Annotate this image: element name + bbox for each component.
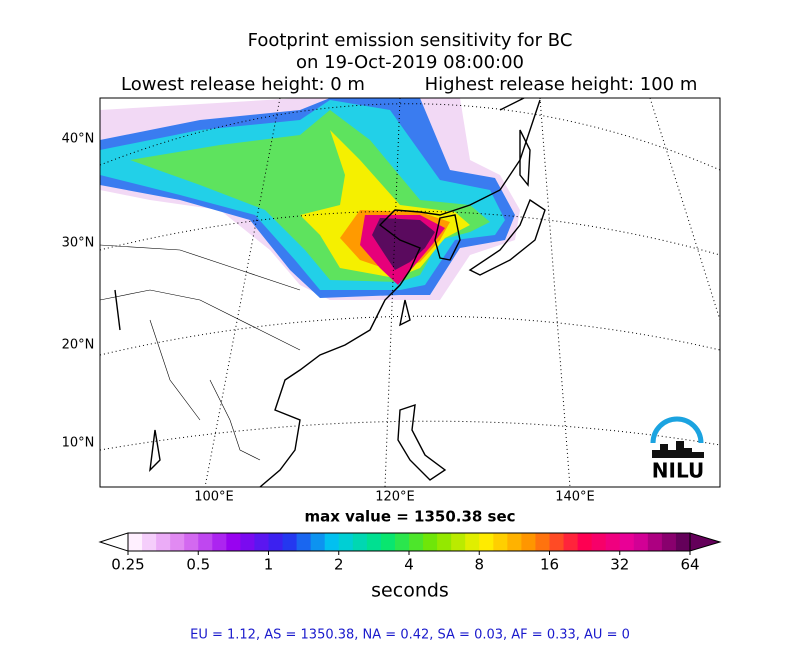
map — [100, 98, 720, 487]
colorbar-swatch — [352, 533, 368, 551]
lon-label: 120°E — [375, 490, 415, 505]
colorbar-swatch — [647, 533, 663, 551]
colorbar-swatch — [521, 533, 536, 551]
colorbar-swatch — [268, 533, 284, 551]
colorbar-swatch — [310, 533, 326, 551]
colorbar-swatch — [633, 533, 649, 551]
colorbar-swatch — [282, 533, 298, 551]
colorbar: 0.25 0.5 1 2 4 8 16 32 64 — [98, 532, 722, 574]
lat-label: 30°N — [62, 236, 95, 251]
colorbar-tick-label: 0.5 — [186, 556, 210, 574]
colorbar-swatch — [324, 533, 340, 551]
colorbar-swatch — [156, 533, 171, 551]
colorbar-tick-label: 32 — [610, 556, 629, 574]
title-line: Highest release height: 100 m — [425, 74, 698, 95]
colorbar-arrow — [689, 532, 722, 552]
colorbar-swatch — [338, 533, 354, 551]
colorbar-swatch — [380, 533, 396, 551]
colorbar-swatch — [198, 533, 213, 551]
colorbar-swatch — [451, 533, 466, 551]
colorbar-tick-label: 64 — [680, 556, 699, 574]
colorbar-tick-label: 16 — [540, 556, 559, 574]
colorbar-swatch — [184, 533, 199, 551]
colorbar-swatch — [577, 533, 593, 551]
colorbar-swatch — [394, 533, 410, 551]
colorbar-swatch — [128, 533, 143, 551]
colorbar-tick-label: 1 — [264, 556, 274, 574]
colorbar-swatch — [366, 533, 382, 551]
lat-label: 10°N — [62, 436, 95, 451]
map-frame — [99, 97, 721, 488]
lon-label: 100°E — [194, 490, 234, 505]
colorbar-arrow — [98, 532, 129, 552]
colorbar-swatch — [240, 533, 255, 551]
colorbar-swatch — [465, 533, 480, 551]
colorbar-swatch — [661, 533, 677, 551]
title-line: Footprint emission sensitivity for BC — [248, 30, 573, 51]
footer: EU = 1.12, AS = 1350.38, NA = 0.42, SA =… — [190, 628, 630, 643]
colorbar-swatch — [423, 533, 438, 551]
colorbar-swatch — [563, 533, 579, 551]
colorbar-swatch — [437, 533, 452, 551]
colorbar-swatch — [479, 533, 494, 551]
colorbar-swatch — [296, 533, 312, 551]
colorbar-tick-label: 2 — [334, 556, 344, 574]
colorbar-swatch — [212, 533, 227, 551]
colorbar-swatch — [535, 533, 550, 551]
colorbar-swatch — [507, 533, 522, 551]
title-line: Lowest release height: 0 m — [121, 74, 365, 95]
colorbar-tick-label: 8 — [474, 556, 484, 574]
colorbar-swatch — [493, 533, 508, 551]
logo-text: NILU — [652, 459, 704, 483]
colorbar-swatch — [254, 533, 269, 551]
colorbar-swatch — [591, 533, 607, 551]
colorbar-swatch — [619, 533, 635, 551]
colorbar-tick-label: 0.25 — [111, 556, 144, 574]
lat-label: 20°N — [62, 338, 95, 353]
colorbar-swatch — [142, 533, 157, 551]
colorbar-swatch — [549, 533, 565, 551]
colorbar-swatch — [605, 533, 621, 551]
colorbar-label: seconds — [371, 580, 449, 602]
title-line: on 19-Oct-2019 08:00:00 — [296, 52, 524, 73]
lon-label: 140°E — [555, 490, 595, 505]
max-value: max value = 1350.38 sec — [304, 508, 515, 526]
colorbar-swatch — [409, 533, 424, 551]
colorbar-swatch — [170, 533, 185, 551]
colorbar-tick-label: 4 — [404, 556, 414, 574]
logo: NILU — [650, 416, 704, 483]
colorbar-swatch — [675, 533, 691, 551]
colorbar-swatch — [226, 533, 241, 551]
lat-label: 40°N — [62, 132, 95, 147]
